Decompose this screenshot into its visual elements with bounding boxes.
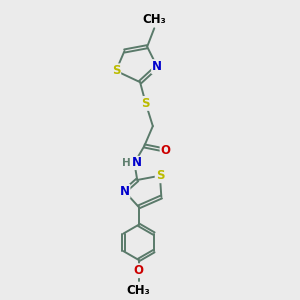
Text: N: N <box>152 60 162 73</box>
Text: S: S <box>142 97 150 110</box>
Text: O: O <box>160 144 171 157</box>
Text: S: S <box>112 64 120 77</box>
Text: CH₃: CH₃ <box>127 284 151 297</box>
Text: S: S <box>156 169 164 182</box>
Text: N: N <box>132 157 142 169</box>
Text: H: H <box>122 158 130 168</box>
Text: N: N <box>119 185 130 198</box>
Text: O: O <box>134 264 144 277</box>
Text: CH₃: CH₃ <box>142 13 166 26</box>
